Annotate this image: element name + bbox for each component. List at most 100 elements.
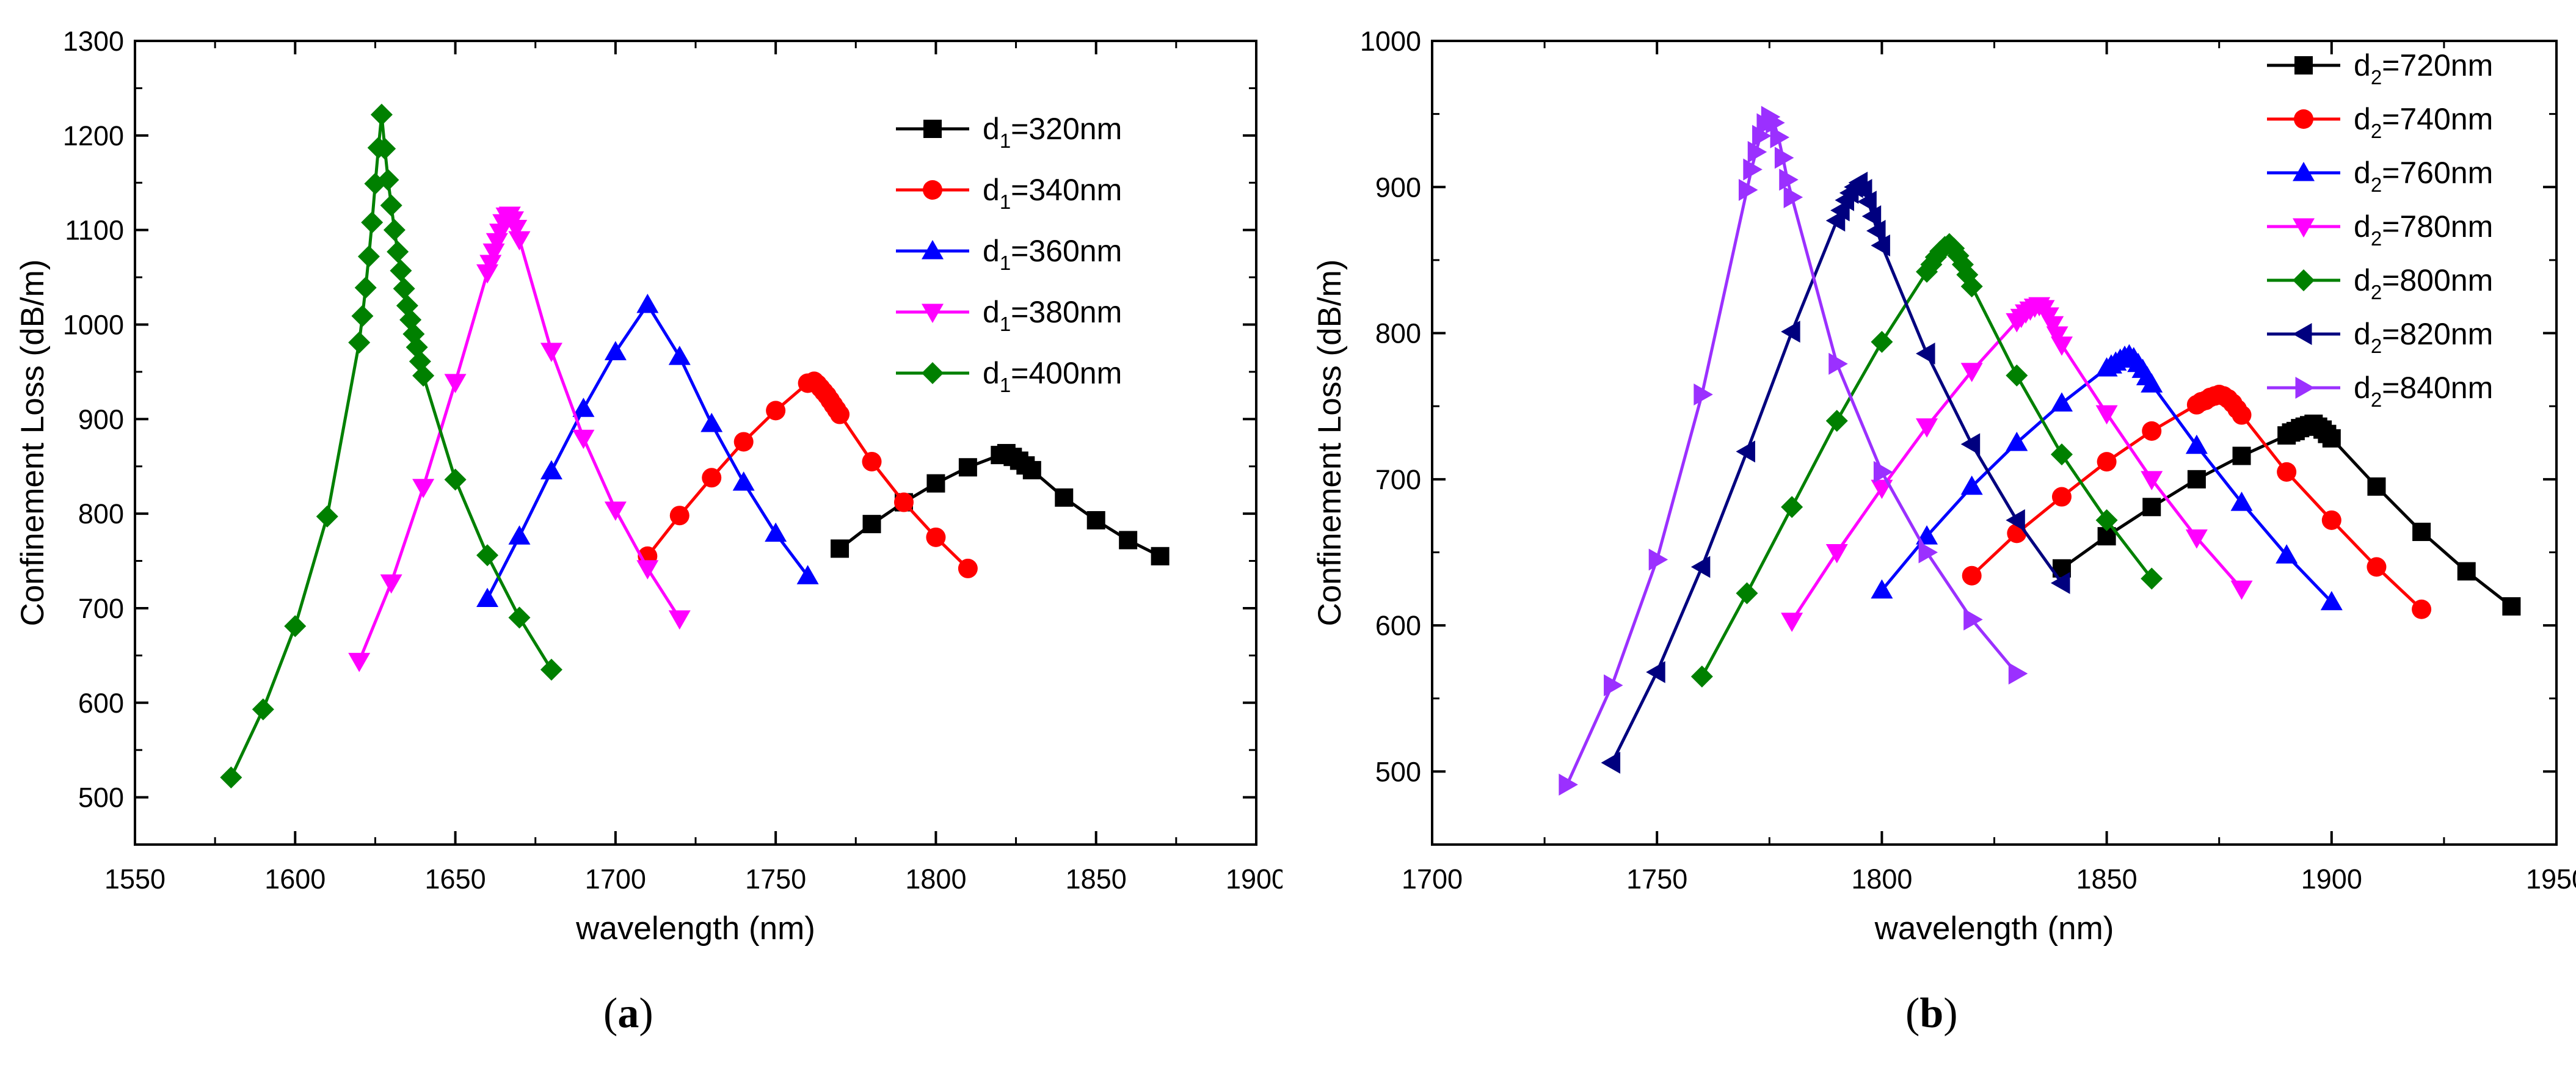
data-point-d2=760nm bbox=[2050, 392, 2073, 412]
legend-label-d2=740nm: d2=740nm bbox=[2354, 102, 2493, 142]
series-line-d2=720nm bbox=[2061, 422, 2512, 608]
series-d2=800nm bbox=[1690, 233, 2163, 688]
data-point-d2=760nm bbox=[2141, 373, 2163, 393]
data-point-d2=820nm bbox=[1857, 191, 1877, 213]
legend-marker-d2=720nm bbox=[2294, 56, 2313, 75]
data-point-d2=760nm bbox=[2230, 492, 2253, 511]
caption-a: (a) bbox=[603, 990, 653, 1037]
series-d1=320nm bbox=[831, 444, 1170, 565]
series-d2=780nm bbox=[1781, 297, 2253, 632]
data-point-d2=740nm bbox=[2277, 462, 2297, 482]
data-point-d1=320nm bbox=[831, 539, 850, 558]
legend-label-base: d bbox=[2354, 209, 2371, 244]
data-point-d1=360nm bbox=[732, 471, 755, 491]
y-tick-label: 1200 bbox=[63, 120, 124, 151]
data-point-d2=760nm bbox=[1871, 579, 1893, 599]
legend-label-d2=820nm: d2=820nm bbox=[2354, 317, 2493, 357]
series-line-d2=800nm bbox=[1700, 242, 2153, 678]
legend-label-sub: 1 bbox=[1000, 129, 1011, 152]
legend-label-d2=800nm: d2=800nm bbox=[2354, 263, 2493, 304]
legend-label-sub: 2 bbox=[2371, 281, 2382, 304]
y-tick-label: 700 bbox=[1375, 464, 1421, 495]
data-point-d2=740nm bbox=[2321, 510, 2341, 530]
data-point-d1=400nm bbox=[412, 365, 435, 387]
data-point-d2=740nm bbox=[2051, 487, 2072, 507]
legend-label-rest: =780nm bbox=[2382, 209, 2493, 244]
legend-marker-d2=780nm bbox=[2293, 218, 2315, 238]
data-point-d2=780nm bbox=[1960, 363, 1983, 382]
legend-label-d1=340nm: d1=340nm bbox=[983, 173, 1122, 213]
data-point-d2=720nm bbox=[2322, 429, 2341, 448]
data-point-d1=400nm bbox=[348, 331, 371, 354]
legend-label-sub: 2 bbox=[2371, 66, 2382, 89]
legend-label-base: d bbox=[2354, 371, 2371, 405]
data-point-d1=340nm bbox=[766, 401, 786, 421]
y-tick-label: 800 bbox=[1375, 318, 1421, 349]
data-point-d1=340nm bbox=[926, 527, 946, 547]
legend-label-rest: =400nm bbox=[1011, 356, 1122, 390]
data-point-d1=380nm bbox=[540, 343, 562, 362]
data-point-d2=720nm bbox=[2502, 597, 2521, 616]
legend-label-rest: =340nm bbox=[1011, 173, 1122, 207]
data-point-d2=740nm bbox=[1962, 565, 1982, 586]
data-point-d2=780nm bbox=[2042, 316, 2064, 336]
data-point-d1=380nm bbox=[572, 429, 595, 449]
data-point-d1=340nm bbox=[669, 506, 689, 526]
data-point-d1=400nm bbox=[370, 103, 393, 126]
data-point-d1=340nm bbox=[958, 558, 978, 578]
data-point-d1=320nm bbox=[1022, 460, 1041, 479]
data-point-d2=800nm bbox=[2050, 443, 2073, 466]
series-line-d2=760nm bbox=[1880, 353, 2333, 603]
data-point-d2=820nm bbox=[1852, 179, 1872, 202]
data-point-d2=800nm bbox=[1960, 275, 1983, 297]
legend-label-base: d bbox=[983, 112, 1000, 146]
data-point-d2=720nm bbox=[2187, 470, 2206, 489]
data-point-d2=840nm bbox=[1918, 541, 1938, 564]
data-point-d1=400nm bbox=[354, 277, 377, 299]
data-point-d2=740nm bbox=[2232, 405, 2252, 425]
data-point-d2=720nm bbox=[2457, 562, 2476, 581]
legend-label-base: d bbox=[983, 356, 1000, 390]
legend-label-sub: 1 bbox=[1000, 252, 1011, 274]
data-point-d1=400nm bbox=[540, 658, 562, 681]
data-point-d1=360nm bbox=[796, 565, 819, 584]
legend-marker-d2=840nm bbox=[2295, 377, 2315, 399]
data-point-d2=800nm bbox=[1781, 496, 1803, 518]
legend-marker-d2=740nm bbox=[2294, 109, 2313, 129]
data-point-d1=400nm bbox=[377, 169, 399, 191]
legend-label-d1=360nm: d1=360nm bbox=[983, 234, 1122, 274]
legend-marker-d1=360nm bbox=[922, 240, 944, 260]
x-tick-label: 1850 bbox=[2076, 863, 2138, 895]
data-point-d1=360nm bbox=[476, 587, 499, 607]
x-tick-label: 1750 bbox=[1626, 863, 1687, 895]
x-tick-label: 1600 bbox=[264, 863, 326, 895]
legend-label-rest: =380nm bbox=[1011, 295, 1122, 329]
data-point-d1=400nm bbox=[476, 544, 499, 567]
y-tick-label: 1000 bbox=[1360, 26, 1421, 57]
data-point-d2=840nm bbox=[1559, 773, 1578, 796]
data-point-d2=740nm bbox=[2367, 557, 2387, 577]
data-point-d1=360nm bbox=[572, 398, 595, 417]
data-point-d2=780nm bbox=[2230, 580, 2253, 600]
legend-label-base: d bbox=[2354, 317, 2371, 351]
legend-label-sub: 2 bbox=[2371, 227, 2382, 250]
data-point-d2=800nm bbox=[1871, 330, 1893, 353]
legend-label-sub: 2 bbox=[2371, 173, 2382, 196]
data-point-d1=380nm bbox=[668, 610, 691, 630]
data-point-d2=740nm bbox=[2412, 599, 2432, 619]
x-tick-label: 1700 bbox=[585, 863, 646, 895]
data-point-d1=320nm bbox=[1119, 531, 1138, 550]
data-point-d2=820nm bbox=[1866, 220, 1886, 242]
data-point-d2=820nm bbox=[1861, 205, 1882, 228]
legend-marker-d1=340nm bbox=[923, 180, 942, 200]
data-point-d1=400nm bbox=[444, 468, 467, 491]
data-point-d1=400nm bbox=[220, 766, 242, 789]
series-d2=820nm bbox=[1601, 172, 2070, 774]
data-point-d2=760nm bbox=[2276, 544, 2298, 564]
data-point-d1=400nm bbox=[351, 305, 374, 327]
legend-label-d2=760nm: d2=760nm bbox=[2354, 156, 2493, 196]
data-point-d1=360nm bbox=[508, 525, 531, 545]
legend-label-rest: =720nm bbox=[2382, 48, 2493, 82]
legend-label-rest: =820nm bbox=[2382, 317, 2493, 351]
data-point-d1=320nm bbox=[1151, 547, 1170, 565]
